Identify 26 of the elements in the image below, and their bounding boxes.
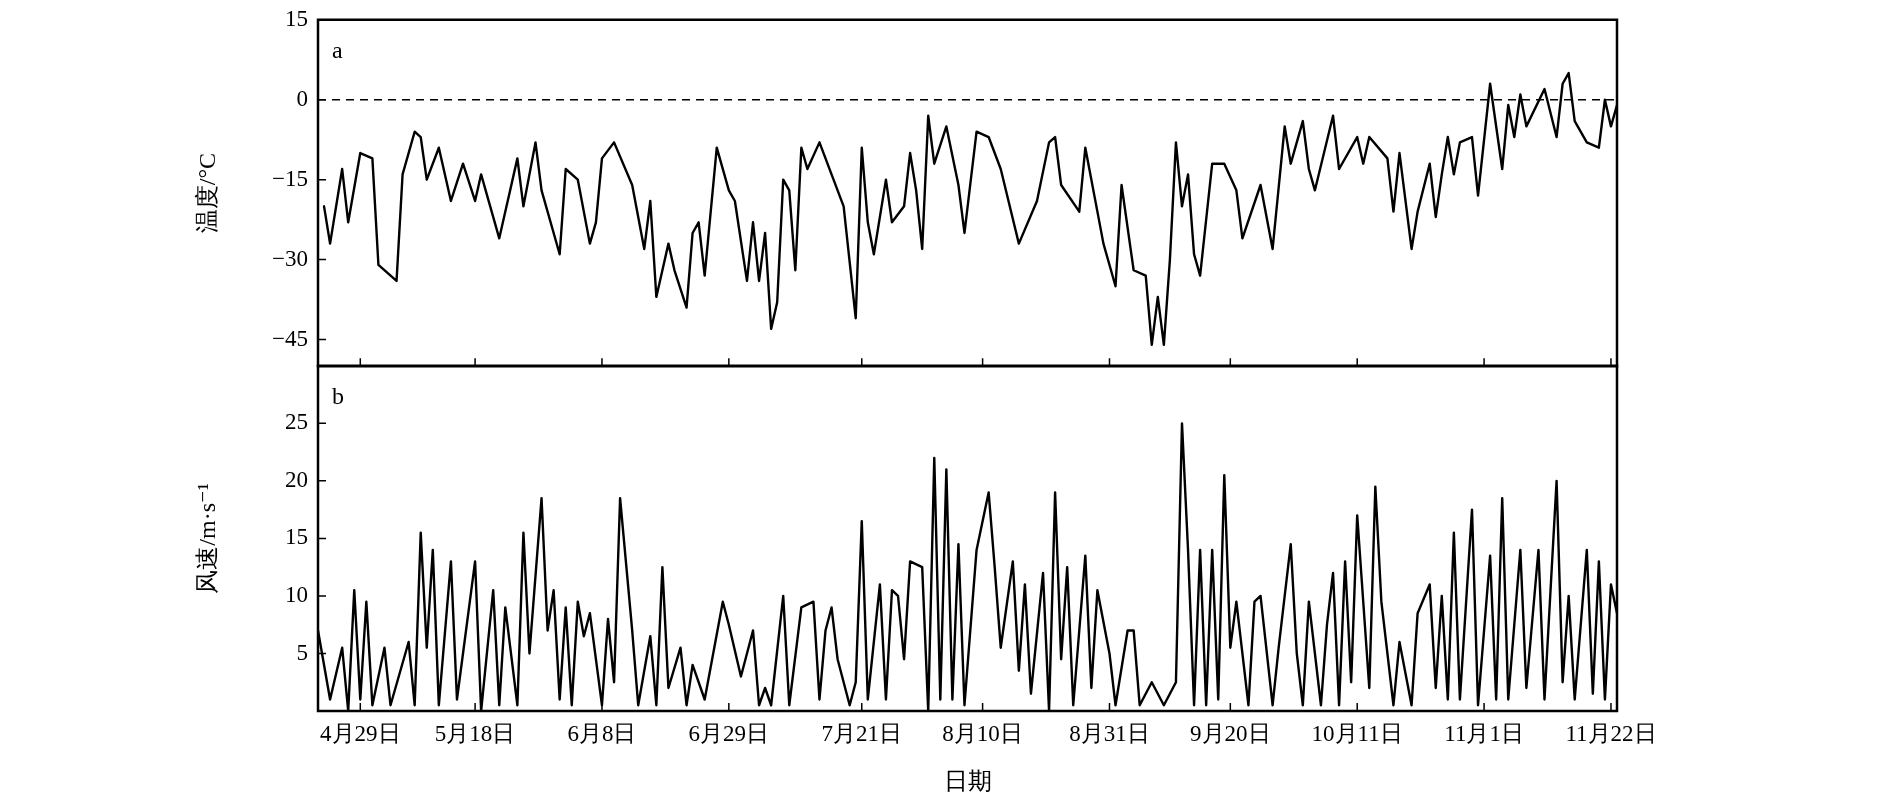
x-axis-title: 日期: [943, 767, 992, 794]
x-tick-label: 4月29日: [320, 720, 401, 746]
y-tick-label: 25: [285, 409, 308, 435]
x-tick-label: 5月18日: [434, 720, 516, 746]
y-tick-label: −30: [272, 245, 308, 271]
y-tick-label: 15: [285, 524, 308, 550]
y-tick-label: −15: [272, 165, 308, 191]
y-tick-label: 0: [296, 85, 308, 111]
y-axis-title: 温度/°C: [193, 152, 220, 234]
y-tick-label: 20: [285, 466, 308, 492]
x-tick-label: 6月29日: [688, 720, 770, 746]
annotation: b: [332, 383, 344, 410]
x-tick-label: 10月11日: [1311, 720, 1403, 746]
x-tick-label: 7月21日: [821, 720, 903, 746]
x-tick-label: 11月22日: [1565, 720, 1657, 746]
y-tick-label: 5: [296, 639, 308, 665]
x-tick-label: 6月8日: [567, 720, 637, 746]
x-tick-label: 9月20日: [1190, 720, 1271, 746]
annotation: a: [332, 37, 343, 64]
y-tick-label: 15: [285, 5, 308, 31]
y-tick-label: −45: [272, 325, 308, 351]
x-tick-label: 11月1日: [1444, 720, 1524, 746]
y-axis-title: 风速/m·s⁻¹: [193, 483, 220, 594]
y-tick-label: 10: [285, 581, 308, 607]
x-tick-label: 8月10日: [942, 720, 1023, 746]
x-tick-label: 8月31日: [1069, 720, 1150, 746]
